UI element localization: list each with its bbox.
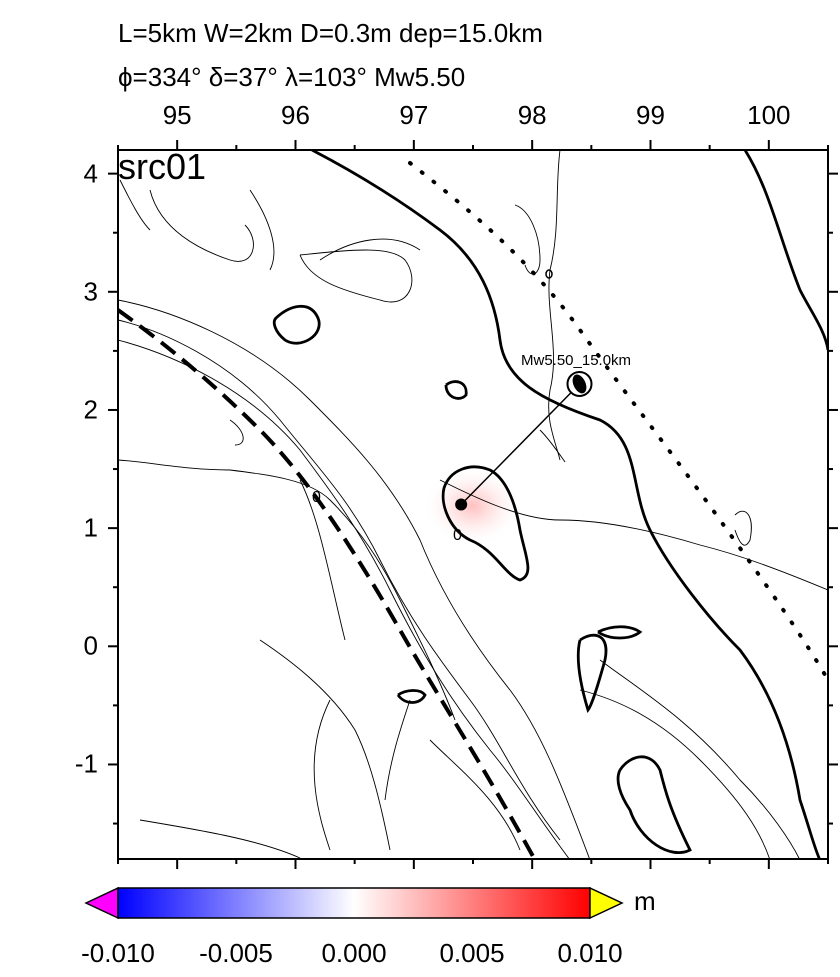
y-tick-label: -1	[74, 748, 98, 779]
x-tick-label: 95	[162, 100, 192, 130]
thick-contours	[272, 150, 828, 859]
title-line-1: L=5km W=2km D=0.3m dep=15.0km	[118, 18, 543, 48]
colorbar-tick-label: 0.005	[439, 938, 505, 968]
colorbar-tick-label: 0.010	[557, 938, 623, 968]
trench-line	[118, 308, 537, 859]
title-line-2: ϕ=334° δ=37° λ=103° Mw5.50	[118, 62, 466, 92]
x-tick-label: 100	[747, 100, 791, 130]
map-content	[118, 150, 828, 859]
panel-label: src01	[118, 146, 207, 187]
colorbar-tick-label: -0.005	[199, 938, 273, 968]
thin-contours	[118, 150, 828, 859]
mechanism-label: Mw5.50_15.0km	[521, 352, 632, 369]
colorbar	[84, 886, 624, 920]
source-point	[455, 498, 468, 511]
y-tick-label: 3	[83, 276, 98, 307]
mechanism-connector	[460, 383, 581, 506]
contour-label-zero-1: 0	[312, 489, 321, 506]
deformation-patch	[423, 466, 523, 546]
x-tick-label: 98	[517, 100, 547, 130]
colorbar-over-triangle	[589, 886, 624, 920]
island-marker	[545, 269, 553, 279]
colorbar-tick-label: 0.000	[321, 938, 387, 968]
colorbar-under-triangle	[84, 886, 119, 920]
colorbar-unit: m	[634, 886, 656, 916]
y-tick-label: 4	[83, 158, 98, 189]
y-tick-label: 1	[83, 512, 98, 543]
contour-label-zero-2: 0	[453, 527, 462, 544]
x-tick-label: 97	[399, 100, 429, 130]
arc-line	[408, 161, 828, 682]
x-tick-label: 99	[636, 100, 665, 130]
axis-ticks	[108, 140, 838, 869]
colorbar-tick-label: -0.010	[81, 938, 155, 968]
focal-mechanism-icon	[566, 370, 593, 397]
colorbar-gradient	[117, 887, 591, 919]
y-tick-label: 0	[83, 630, 98, 661]
y-tick-label: 2	[83, 394, 98, 425]
x-tick-label: 96	[281, 100, 310, 130]
